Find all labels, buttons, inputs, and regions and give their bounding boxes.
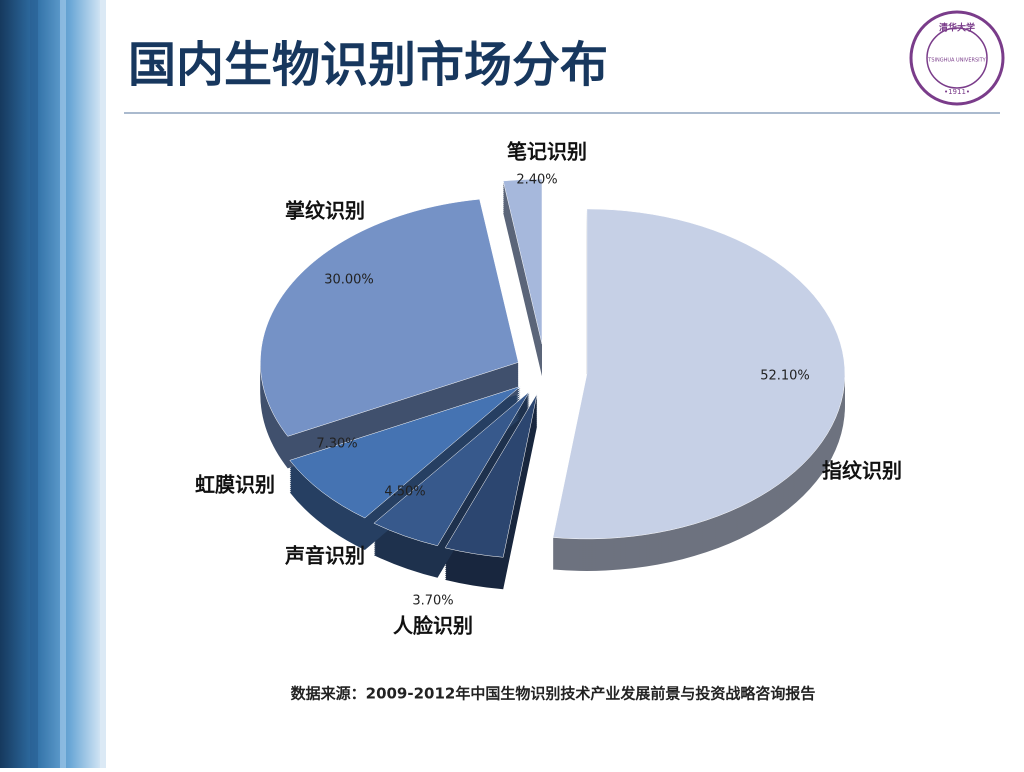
category-label: 人脸识别: [393, 614, 473, 638]
pie-chart: 52.10% 指纹识别 3.70% 人脸识别 4.50% 声音识别 7.30% 虹膜识别 30.…: [195, 140, 902, 638]
logo-name: 清华大学: [939, 22, 975, 34]
category-label: 声音识别: [284, 544, 365, 568]
category-label: 指纹识别: [822, 459, 902, 483]
value-label: 3.70%: [412, 594, 453, 609]
pie-slice: [373, 391, 530, 547]
logo: 清华大学 •1911• TSINGHUA UNIVERSITY: [909, 10, 1005, 106]
pie-slice: [502, 178, 543, 345]
logo-year: •1911•: [944, 88, 970, 96]
category-label: 笔记识别: [507, 140, 587, 164]
value-label: 30.00%: [324, 273, 374, 288]
pie-slice: [289, 386, 521, 519]
left-decoration: [0, 0, 106, 768]
value-label: 52.10%: [760, 369, 810, 384]
pie-slice: [260, 198, 519, 437]
logo-english: TSINGHUA UNIVERSITY: [927, 58, 986, 64]
pie-slice: [444, 393, 538, 558]
value-label: 7.30%: [316, 437, 357, 452]
slide-title: 国内生物识别市场分布: [128, 37, 608, 93]
source-note: 数据来源：2009-2012年中国生物识别技术产业发展前景与投资战略咨询报告: [291, 685, 816, 703]
category-label: 掌纹识别: [285, 199, 365, 223]
pie-slice: [552, 208, 846, 540]
category-label: 虹膜识别: [195, 473, 275, 497]
value-label: 4.50%: [384, 485, 425, 500]
value-label: 2.40%: [516, 173, 557, 188]
